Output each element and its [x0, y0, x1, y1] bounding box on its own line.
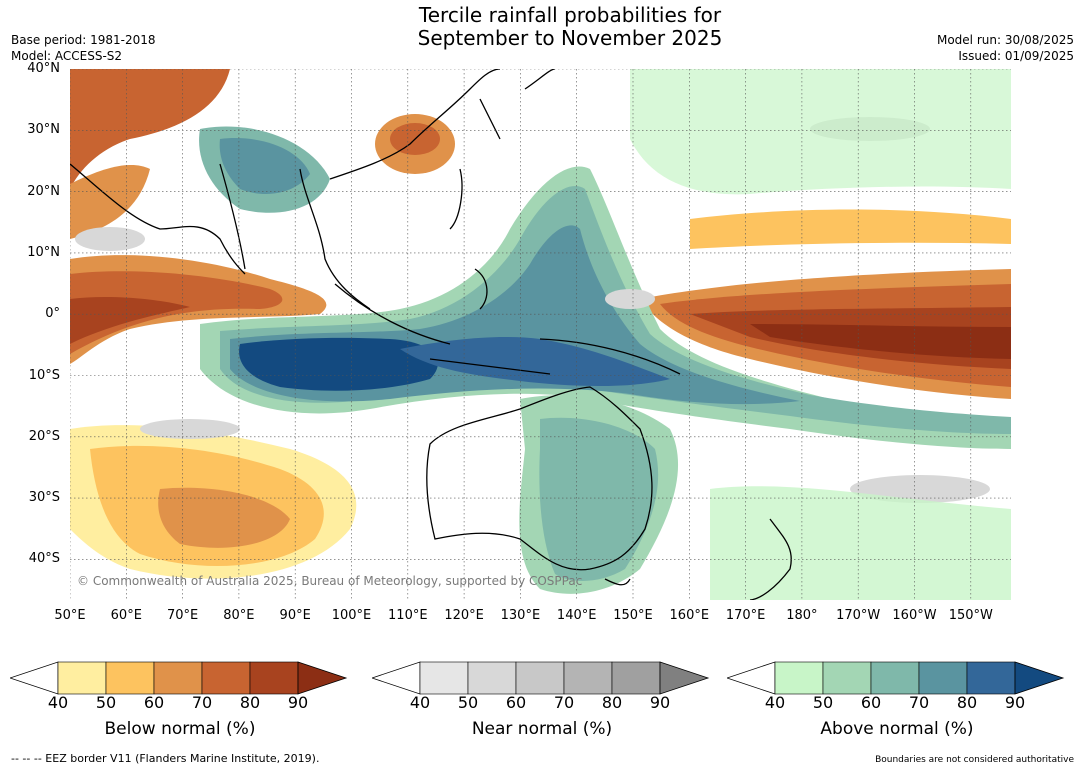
colorbar-tick: 40 — [409, 693, 431, 712]
colorbar-tick: 40 — [764, 693, 786, 712]
lat-label: 20°S — [28, 428, 60, 444]
eez-note: -- -- -- EEZ border V11 (Flanders Marine… — [11, 752, 320, 765]
below-normal-region — [158, 487, 290, 548]
colorbar-tick: 80 — [239, 693, 261, 712]
title-line-1: Tercile rainfall probabilities for — [418, 3, 722, 27]
copyright-notice: © Commonwealth of Australia 2025, Bureau… — [77, 574, 583, 588]
base-period: Base period: 1981-2018 — [11, 33, 156, 47]
meta-right: Model run: 30/08/2025 Issued: 01/09/2025 — [937, 32, 1074, 64]
colorbar-swatch — [966, 661, 1016, 695]
colorbar-swatch — [918, 661, 968, 695]
below-normal-region — [70, 271, 283, 354]
lat-label: 40°S — [28, 551, 60, 567]
lon-label: 90°E — [279, 608, 311, 623]
colorbar-tick: 90 — [1004, 693, 1026, 712]
colorbar-tick: 70 — [908, 693, 930, 712]
lon-label: 50°E — [54, 608, 86, 623]
lon-label: 160°W — [892, 608, 937, 623]
colorbar-swatch — [822, 661, 872, 695]
lon-label: 140°E — [556, 608, 597, 623]
colorbar-tick: 60 — [143, 693, 165, 712]
map-canvas — [70, 69, 1011, 600]
below-normal-region — [70, 296, 190, 344]
lon-label: 120°E — [444, 608, 484, 623]
lon-label: 80°E — [223, 608, 255, 623]
colorbar-swatch — [153, 661, 203, 695]
below-normal-region — [750, 324, 1011, 359]
colorbar-label: Below normal (%) — [104, 719, 256, 739]
above-normal-region — [400, 337, 670, 386]
colorbar-tick: 90 — [287, 693, 309, 712]
lat-label: 10°N — [27, 244, 60, 260]
lat-label: 0° — [45, 306, 60, 322]
lat-label: 20°N — [27, 183, 60, 199]
model-name: Model: ACCESS-S2 — [11, 49, 123, 63]
colorbar-swatch — [105, 661, 155, 695]
meta-left: Base period: 1981-2018 Model: ACCESS-S2 — [11, 32, 156, 64]
above-normal-region — [539, 417, 659, 581]
lon-label: 170°W — [836, 608, 881, 623]
colorbar-tick: 80 — [956, 693, 978, 712]
colorbar-swatch — [57, 661, 107, 695]
colorbar-label: Above normal (%) — [820, 719, 974, 739]
colorbar-swatch — [563, 661, 613, 695]
colorbar-tick: 50 — [812, 693, 834, 712]
below-normal-region — [70, 164, 150, 239]
above-normal-region — [219, 138, 310, 194]
colorbar-label: Near normal (%) — [471, 719, 613, 739]
issued-date: Issued: 01/09/2025 — [958, 49, 1074, 63]
above-normal-region — [630, 69, 1011, 195]
colorbar-0 — [10, 661, 348, 695]
colorbar-tick: 60 — [860, 693, 882, 712]
colorbar-tick: 40 — [47, 693, 69, 712]
colorbar-tick: 70 — [553, 693, 575, 712]
lon-label: 170°E — [725, 608, 766, 623]
near-normal-region — [75, 227, 145, 251]
below-normal-region — [70, 69, 230, 189]
graticule — [70, 69, 1011, 600]
colorbar-swatch — [419, 661, 469, 695]
lon-label: 150°W — [948, 608, 993, 623]
colorbar-tick: 60 — [505, 693, 527, 712]
colorbar-tick: 50 — [95, 693, 117, 712]
colorbar-2 — [727, 661, 1065, 695]
lat-label: 10°S — [28, 367, 60, 383]
lat-label: 30°S — [28, 490, 60, 506]
colorbar-tick: 90 — [649, 693, 671, 712]
colorbar-swatch — [870, 661, 920, 695]
forecast-map: © Commonwealth of Australia 2025, Bureau… — [70, 69, 1011, 600]
lon-label: 160°E — [669, 608, 710, 623]
colorbar-swatch — [201, 661, 251, 695]
colorbar-swatch — [611, 661, 661, 695]
coastline — [70, 69, 792, 600]
model-run: Model run: 30/08/2025 — [936, 33, 1074, 47]
colorbar-swatch — [515, 661, 565, 695]
map-title: Tercile rainfall probabilities for Septe… — [0, 4, 1085, 50]
boundaries-note: Boundaries are not considered authoritat… — [875, 755, 1074, 765]
colorbar-tick: 50 — [457, 693, 479, 712]
above-normal-region — [239, 337, 438, 391]
near-normal-region — [140, 419, 240, 439]
colorbar-tick: 80 — [601, 693, 623, 712]
colorbar-swatch — [249, 661, 299, 695]
colorbar-1 — [372, 661, 710, 695]
lon-label: 60°E — [110, 608, 142, 623]
below-normal-region — [690, 209, 1011, 249]
lon-label: 110°E — [388, 608, 428, 623]
lat-label: 40°N — [27, 61, 60, 76]
above-normal-region — [710, 486, 1011, 600]
near-normal-region — [605, 289, 655, 309]
title-line-2: September to November 2025 — [417, 26, 723, 50]
colorbar-tick: 70 — [191, 693, 213, 712]
lat-label: 30°N — [27, 122, 60, 138]
lon-label: 70°E — [166, 608, 199, 623]
lon-label: 150°E — [613, 608, 653, 623]
lon-label: 130°E — [500, 608, 541, 623]
colorbar-swatch — [774, 661, 824, 695]
lon-label: 180° — [786, 608, 818, 623]
colorbar-swatch — [467, 661, 517, 695]
lon-label: 100°E — [331, 608, 372, 623]
